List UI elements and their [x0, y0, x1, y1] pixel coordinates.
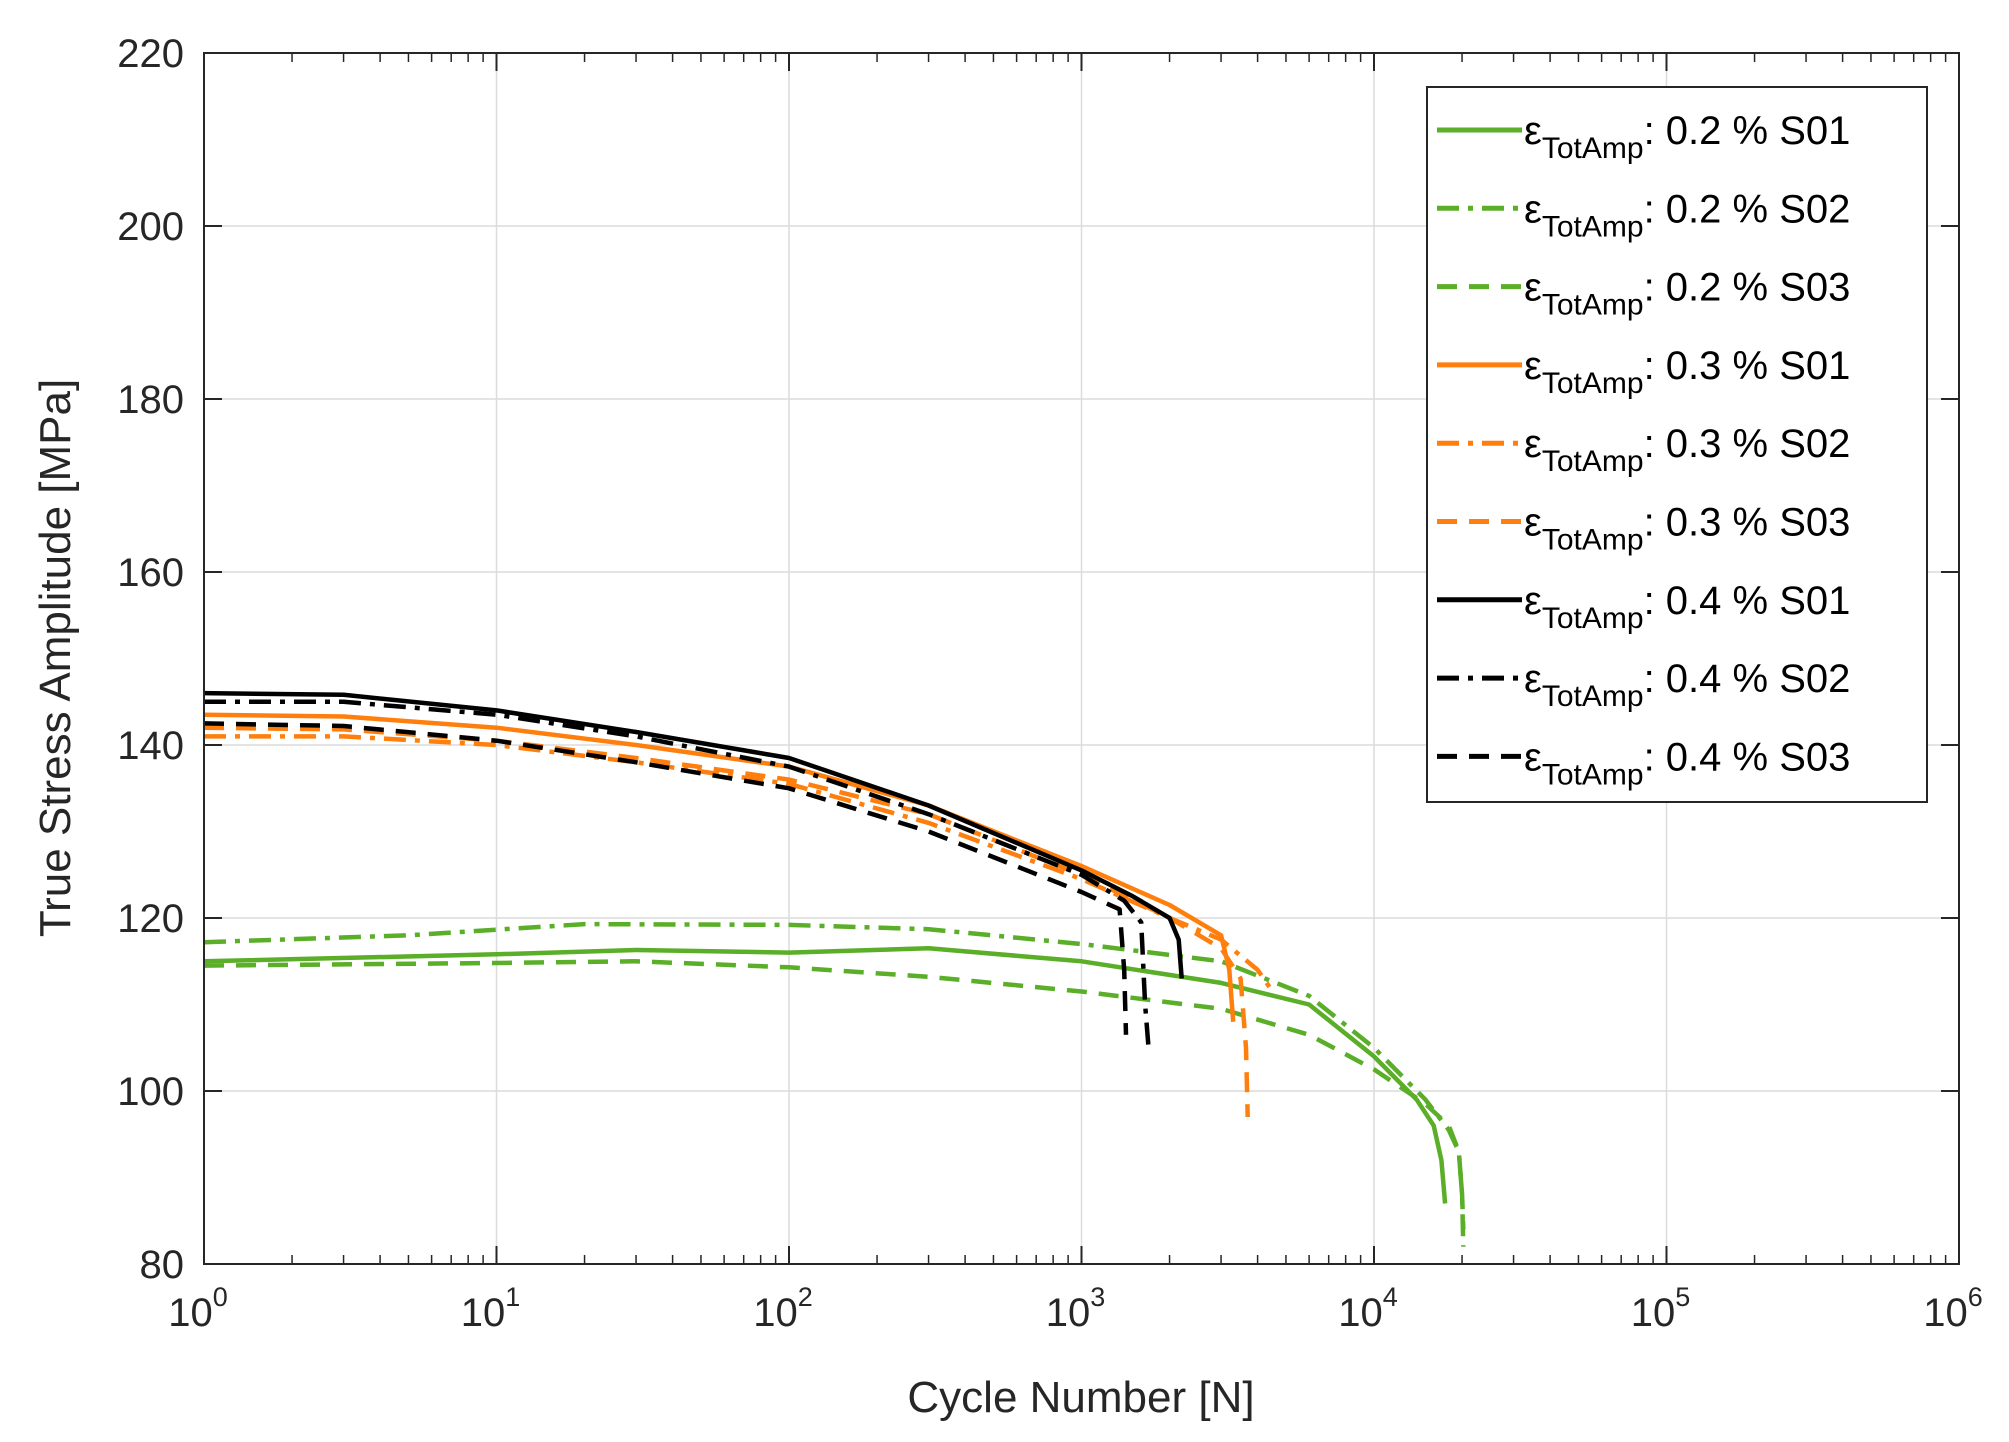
- x-tick-label: 106: [1923, 1282, 1983, 1335]
- y-tick-label: 80: [140, 1243, 185, 1287]
- legend-label: εTotAmp: 0.2 % S01: [1524, 109, 1850, 165]
- series-line-9: [203, 721, 1129, 1035]
- x-tick-label: 104: [1338, 1282, 1398, 1335]
- y-tick-label: 100: [117, 1070, 184, 1114]
- y-tick-label: 120: [117, 897, 184, 941]
- legend-items: εTotAmp: 0.2 % S01 εTotAmp: 0.2 % S02 εTot…: [1437, 109, 1850, 791]
- y-tick-label: 200: [117, 205, 184, 249]
- series-line-5: [204, 734, 1275, 993]
- y-tick-label: 160: [117, 551, 184, 595]
- x-tick-labels: 100 101 102 103 104 105 106: [168, 1282, 1983, 1335]
- legend-label: εTotAmp: 0.3 % S03: [1524, 501, 1850, 557]
- legend: εTotAmp: 0.2 % S01 εTotAmp: 0.2 % S02 εTot…: [1426, 86, 1928, 803]
- y-tick-label: 180: [117, 378, 184, 422]
- series-line-8: [204, 699, 1152, 1053]
- legend-label: εTotAmp: 0.4 % S01: [1524, 579, 1850, 635]
- x-tick-label: 105: [1631, 1282, 1691, 1335]
- x-tick-label: 102: [753, 1282, 813, 1335]
- x-tick-label: 100: [168, 1282, 228, 1335]
- legend-label: εTotAmp: 0.2 % S03: [1524, 266, 1850, 322]
- legend-label: εTotAmp: 0.4 % S03: [1524, 735, 1850, 791]
- x-axis-title: Cycle Number [N]: [907, 1373, 1254, 1422]
- legend-box: [1426, 86, 1928, 803]
- legend-label: εTotAmp: 0.3 % S02: [1524, 422, 1850, 478]
- series-line-1: [203, 946, 1448, 1204]
- legend-label: εTotAmp: 0.3 % S01: [1524, 344, 1850, 400]
- y-tick-label: 140: [117, 724, 184, 768]
- x-tick-label: 101: [461, 1282, 521, 1335]
- series-line-2: [203, 921, 1466, 1247]
- series-line-3: [203, 959, 1466, 1230]
- ticks: [203, 52, 1960, 1265]
- series-line-7: [203, 690, 1184, 979]
- y-tick-labels: 80 100 120 140 160 180 200 220: [117, 32, 184, 1287]
- y-axis-title: True Stress Amplitude [MPa]: [31, 379, 80, 937]
- series-layer: [203, 690, 1466, 1247]
- x-tick-label: 103: [1046, 1282, 1106, 1335]
- legend-label: εTotAmp: 0.4 % S02: [1524, 657, 1850, 713]
- y-tick-label: 220: [117, 32, 184, 76]
- legend-label: εTotAmp: 0.2 % S02: [1524, 187, 1850, 243]
